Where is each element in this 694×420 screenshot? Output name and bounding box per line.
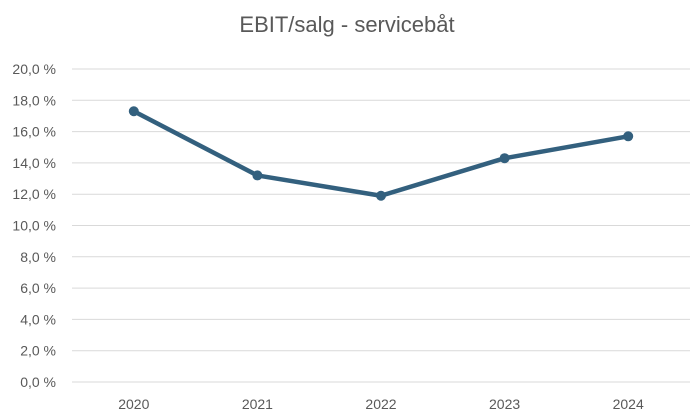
data-point [376,190,386,201]
data-point [252,170,263,181]
series-line [131,109,631,199]
x-tick-label: 2022 [365,396,396,412]
y-tick-label: 20,0 % [12,61,56,77]
x-tick-label: 2020 [118,396,149,412]
data-point [623,131,634,142]
chart-title: EBIT/salg - servicebåt [239,12,455,37]
y-tick-label: 14,0 % [12,155,56,171]
y-tick-label: 2,0 % [20,343,56,359]
y-tick-label: 0,0 % [20,374,56,390]
y-tick-label: 6,0 % [20,280,56,296]
x-tick-label: 2023 [489,396,520,412]
data-point [128,106,139,117]
y-tick-label: 8,0 % [20,249,56,265]
y-tick-label: 16,0 % [12,124,56,140]
x-tick-label: 2024 [613,396,644,412]
data-point [499,153,510,164]
x-tick-label: 2021 [242,396,273,412]
y-tick-label: 10,0 % [12,218,56,234]
y-tick-label: 12,0 % [12,186,56,202]
y-tick-label: 18,0 % [12,92,56,108]
y-tick-label: 4,0 % [20,311,56,327]
